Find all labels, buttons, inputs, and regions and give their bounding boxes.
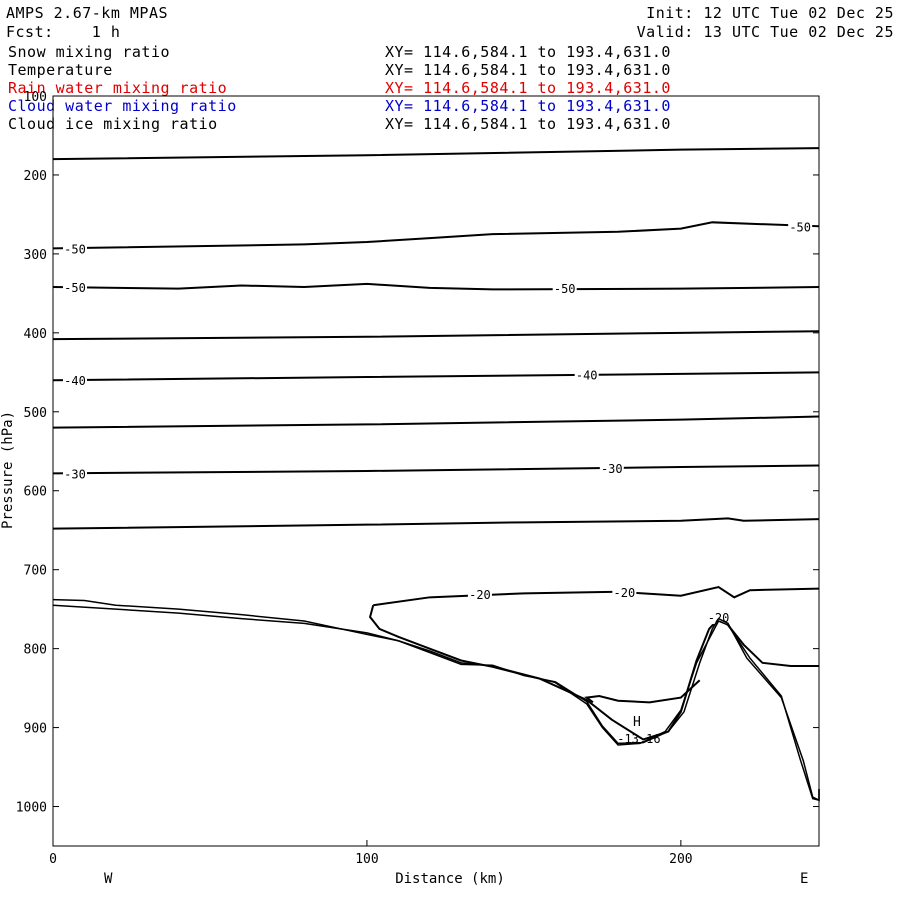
isotherm-label-bg [62,465,87,481]
isotherm-line [52,371,820,382]
isotherm-label-bg [706,609,731,625]
y-tick-label: 800 [24,643,47,658]
y-tick-label: 400 [24,327,47,342]
y-tick-label: 700 [24,564,47,579]
x-tick-label: 200 [669,852,692,867]
y-tick-label: 500 [24,406,47,421]
isotherm-label: -50 [64,242,86,256]
isotherm-line [52,415,820,429]
model-title: AMPS 2.67-km MPAS [6,4,169,22]
isotherm-label-bg [62,279,87,295]
isotherm-label: -30 [601,462,623,476]
y-tick-label: 100 [24,90,47,105]
x-tick-label: 100 [355,852,378,867]
isotherm-label-bg [788,218,813,234]
isotherm-line [584,679,701,704]
x-end-label-west: W [104,871,113,887]
high-marker: H -13.16 [617,715,660,746]
isotherm-line [52,464,820,475]
isotherm-line [373,585,820,607]
legend-xy-cloud-ice: XY= 114.6,584.1 to 193.4,631.0 [385,115,671,133]
y-tick-label: 300 [24,248,47,263]
plot-frame [52,95,820,847]
legend-entry-cloud-ice: Cloud ice mixing ratio [8,115,218,133]
legend-xy-snow: XY= 114.6,584.1 to 193.4,631.0 [385,43,671,61]
y-tick-label: 1000 [16,801,47,816]
legend-entry-cloud-water: Cloud water mixing ratio [8,97,237,115]
high-marker-letter: H [633,715,641,730]
y-axis: 100 200 300 400 500 600 700 800 900 1000 [16,90,819,816]
y-tick-label: 600 [24,485,47,500]
isotherm-line [52,330,820,341]
legend-entry-rain: Rain water mixing ratio [8,79,228,97]
valid-time: Valid: 13 UTC Tue 02 Dec 25 [636,23,894,41]
legend-xy-rain: XY= 114.6,584.1 to 193.4,631.0 [385,79,671,97]
y-axis-label: Pressure (hPa) [0,411,16,529]
isotherm-label-bg [467,586,492,602]
isotherm-label: -40 [576,369,598,383]
terrain-lines [52,598,820,802]
isotherm-label: -40 [64,374,86,388]
isotherm-label-bg [62,240,87,256]
legend-xy-temperature: XY= 114.6,584.1 to 193.4,631.0 [385,61,671,79]
isotherm-label-bg [552,279,577,295]
isotherm-label: -50 [554,282,576,296]
isotherm-label-bg [574,366,599,382]
isotherm-line [52,147,820,161]
terrain-line [52,604,820,802]
x-axis-label: Distance (km) [395,871,505,887]
isotherm-line [52,282,820,291]
init-time: Init: 12 UTC Tue 02 Dec 25 [646,4,894,22]
isotherm-label: -20 [469,588,491,602]
isotherm-label: -30 [64,467,86,481]
legend-xy-cloud-water: XY= 114.6,584.1 to 193.4,631.0 [385,97,671,115]
isotherm-label: -50 [64,281,86,295]
x-end-label-east: E [800,871,808,887]
high-marker-value: -13.16 [617,732,660,746]
legend-entry-snow: Snow mixing ratio [8,43,171,61]
isotherm-line [52,221,820,250]
isotherm-label-bg [62,372,87,388]
y-tick-label: 900 [24,722,47,737]
isotherm-label: -20 [614,586,636,600]
x-axis: 0 100 200 [49,840,693,867]
x-tick-label: 0 [49,852,57,867]
terrain-line [52,598,820,802]
temperature-isotherms: -50-50-50 -50-40 -40-30 -30-20 -20-20 [52,147,820,741]
legend-entry-temperature: Temperature [8,61,113,79]
isotherm-label-bg [612,583,637,599]
forecast-hour: Fcst: 1 h [6,23,121,41]
isotherm-label: -50 [789,220,811,234]
isotherm-line [52,517,820,530]
isotherm-line [368,604,819,741]
isotherm-label-bg [599,459,624,475]
y-tick-label: 200 [24,169,47,184]
